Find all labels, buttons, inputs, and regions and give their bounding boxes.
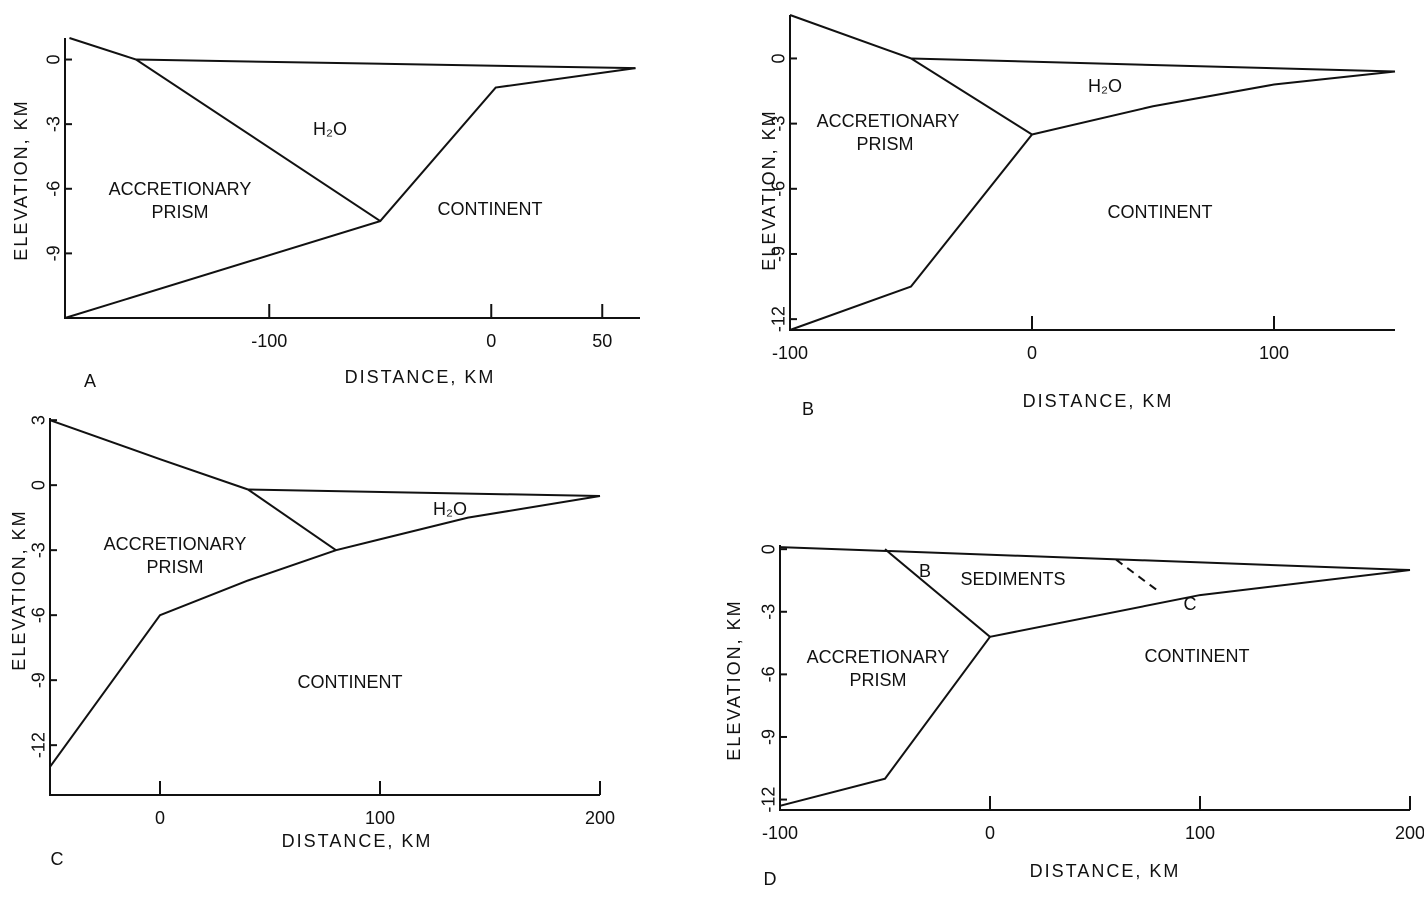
x-tick-label: 200 [585,808,615,828]
region-label: PRISM [151,202,208,222]
x-tick-label: -100 [762,823,798,843]
x-tick-label: 50 [592,331,612,351]
panel-letter: C [51,849,64,869]
region-label: SEDIMENTS [960,569,1065,589]
y-tick-label: -12 [769,306,789,332]
y-tick-label: 0 [44,55,64,65]
panel-letter: D [764,869,777,889]
region-label: H₂O [1088,76,1122,96]
profile-line [910,57,1396,73]
y-tick-label: -3 [29,542,49,558]
x-axis-title: DISTANCE, KM [282,831,433,851]
x-axis-title: DISTANCE, KM [345,367,496,387]
profile-line [247,488,337,551]
region-label: CONTINENT [298,672,403,692]
region-label: CONTINENT [1108,202,1213,222]
y-tick-label: -3 [769,116,789,132]
x-tick-label: 0 [486,331,496,351]
x-tick-label: -100 [251,331,287,351]
y-tick-label: -12 [759,787,779,813]
profile-line [49,419,249,491]
y-tick-label: -6 [44,181,64,197]
region-label: ACCRETIONARY [104,534,247,554]
panel-letter: A [84,371,96,391]
axis-line [789,15,1395,331]
y-tick-label: 3 [29,415,49,425]
y-tick-label: -9 [769,246,789,262]
region-label: C [1184,594,1197,614]
y-axis-title: ELEVATION, KM [759,109,779,270]
y-tick-label: -3 [44,116,64,132]
y-tick-label: 0 [29,480,49,490]
profile-line [1115,558,1159,592]
x-tick-label: -100 [772,343,808,363]
profile-line [779,636,991,807]
x-tick-label: 100 [1259,343,1289,363]
profile-line [64,67,636,319]
y-tick-label: -9 [44,245,64,261]
x-axis-title: DISTANCE, KM [1030,861,1181,881]
x-tick-label: 100 [365,808,395,828]
y-tick-label: -12 [29,732,49,758]
region-label: CONTINENT [438,199,543,219]
x-tick-label: 200 [1395,823,1424,843]
profile-line [789,14,1033,136]
profile-line [1031,70,1396,136]
x-tick-label: 0 [155,808,165,828]
y-axis-title: ELEVATION, KM [724,599,744,760]
panel-letter: B [802,399,814,419]
y-axis-title: ELEVATION, KM [11,99,31,260]
y-tick-label: 0 [769,53,789,63]
region-label: B [919,561,931,581]
y-tick-label: -6 [759,666,779,682]
y-tick-label: -9 [29,672,49,688]
region-label: ACCRETIONARY [817,111,960,131]
region-label: PRISM [856,134,913,154]
y-tick-label: -9 [759,729,779,745]
profile-line [779,546,1411,572]
y-axis-title: ELEVATION, KM [9,509,29,670]
x-tick-label: 0 [1027,343,1037,363]
region-label: H₂O [313,119,347,139]
profile-line [69,37,381,222]
y-tick-label: -6 [29,607,49,623]
y-tick-label: -6 [769,181,789,197]
y-tick-label: 0 [759,544,779,554]
y-tick-label: -3 [759,604,779,620]
region-label: PRISM [146,557,203,577]
profile-line [247,488,601,497]
x-tick-label: 100 [1185,823,1215,843]
region-label: PRISM [849,670,906,690]
x-axis-title: DISTANCE, KM [1023,391,1174,411]
region-label: ACCRETIONARY [109,179,252,199]
region-label: H₂O [433,499,467,519]
region-label: CONTINENT [1145,646,1250,666]
x-tick-label: 0 [985,823,995,843]
profile-line [136,58,636,70]
profile-line [989,569,1411,638]
profile-line [49,495,601,768]
profile-line [789,133,1033,331]
region-label: ACCRETIONARY [807,647,950,667]
profile-line [884,548,991,638]
axis-line [49,418,600,796]
